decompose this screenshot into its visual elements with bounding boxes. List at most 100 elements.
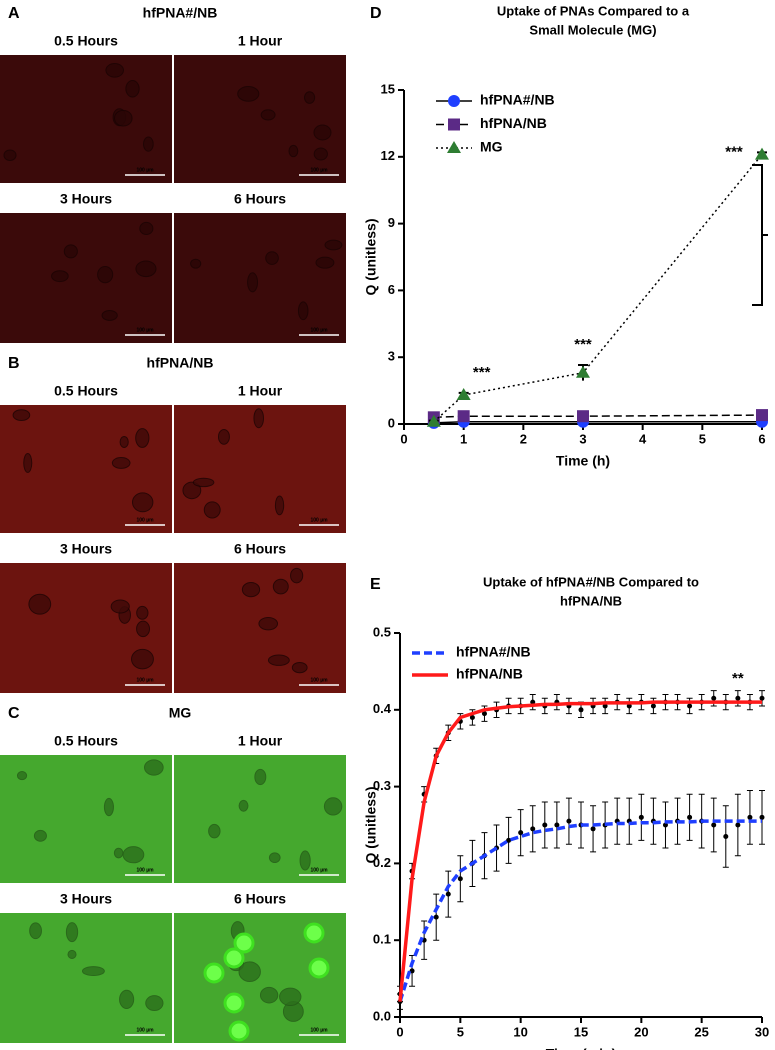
y-tick-label: 0.5 [373,624,391,639]
scale-bar-label: 100 µm [310,517,328,523]
data-point [711,822,717,828]
data-point [711,695,717,701]
cell [254,768,267,786]
cell [324,239,343,251]
panel-title: MG [169,705,192,721]
cell [237,86,260,102]
scale-bar-label: 100 µm [136,327,154,333]
data-point [530,826,536,832]
fluorescent-cell [228,1020,250,1042]
marker [426,414,441,427]
significance: *** [574,336,592,353]
data-point [590,826,596,832]
significance: *** [725,144,743,161]
x-tick-label: 5 [457,1024,464,1039]
cell [203,501,221,519]
y-tick-label: 12 [381,148,395,163]
time-label: 6 Hours [234,891,286,907]
y-axis-label: Q (unitless) [363,786,379,863]
time-label: 0.5 Hours [54,383,118,399]
time-label: 1 Hour [238,33,283,49]
marker [576,365,590,378]
time-label: 1 Hour [238,733,283,749]
panel-title: hfPNA/NB [147,355,214,371]
time-label: 6 Hours [234,191,286,207]
cell [323,797,343,816]
cell [81,966,105,977]
scale-bar-label: 100 µm [310,867,328,873]
y-tick-label: 3 [388,349,395,364]
series-line [398,700,762,1002]
marker [456,388,471,401]
data-point [735,822,741,828]
time-label: 1 Hour [238,383,283,399]
micrograph [0,213,172,343]
y-tick-label: 15 [381,81,395,96]
cell [267,654,290,666]
data-point [518,830,524,836]
cell [125,79,140,98]
data-point [723,834,729,840]
cell [136,620,151,638]
data-point [687,703,693,709]
scale-bar-label: 100 µm [136,867,154,873]
series-line [433,414,763,419]
significance: *** [473,364,491,381]
cell [119,436,129,448]
cell [145,995,164,1012]
cell [291,661,308,674]
x-tick-label: 10 [513,1024,527,1039]
cell [143,759,164,776]
cell [315,256,335,269]
cell [135,428,150,448]
data-point [481,711,487,717]
y-tick-label: 0.4 [373,701,392,716]
x-tick-label: 4 [639,431,647,446]
micrograph [0,55,172,183]
cell [131,492,154,513]
legend-label: hfPNA#/NB [456,644,531,660]
time-label: 3 Hours [60,541,112,557]
micrograph [0,755,172,883]
scale-bar-label: 100 µm [310,327,328,333]
fluorescent-cell [303,922,325,944]
cell [241,581,261,598]
x-tick-label: 15 [574,1024,588,1039]
cell [12,409,31,422]
y-tick-label: 9 [388,215,395,230]
cell [182,481,202,500]
chart-title: hfPNA/NB [560,593,622,608]
data-point [650,703,656,709]
cell [304,91,316,104]
significance-bracket [752,164,768,306]
chart-title: Uptake of PNAs Compared to a [497,3,690,18]
data-point [542,822,548,828]
fluorescent-cell [233,932,255,954]
y-tick-label: 0.1 [373,932,391,947]
data-point [626,703,632,709]
data-point [469,714,475,720]
data-point [445,891,451,897]
x-tick-label: 20 [634,1024,648,1039]
time-label: 3 Hours [60,891,112,907]
cell [238,799,249,812]
x-tick-label: 1 [460,431,467,446]
x-tick-label: 3 [579,431,586,446]
scale-bar-label: 100 µm [136,167,154,173]
y-axis-label: Q (unitless) [363,218,379,295]
y-tick-label: 0.2 [373,855,391,870]
panel-label: D [370,5,382,22]
cell [217,428,230,445]
data-point [457,876,463,882]
cell [51,270,69,283]
panel-title: hfPNA#/NB [143,5,218,21]
time-label: 6 Hours [234,541,286,557]
cell [265,251,279,265]
cell [113,847,124,859]
y-tick-label: 0.0 [373,1008,391,1023]
cell [97,265,114,284]
scale-bar-label: 100 µm [310,677,328,683]
x-axis-label: Time (h) [556,453,610,469]
x-tick-label: 5 [699,431,706,446]
cell [290,567,304,584]
